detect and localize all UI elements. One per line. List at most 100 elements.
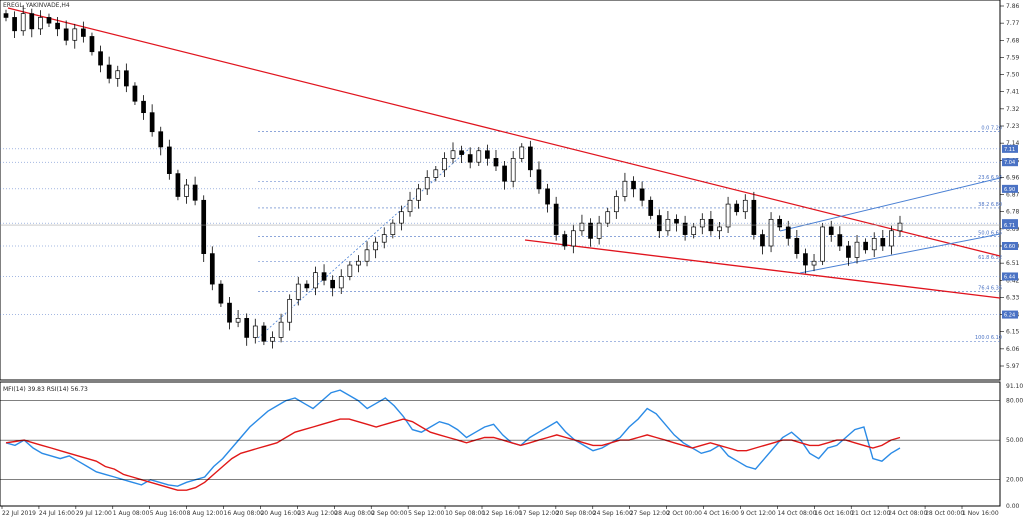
price-badge-label: 6.44	[1004, 274, 1015, 280]
price-tick-label: 6.87	[1006, 192, 1020, 199]
price-tick-label: 7.86	[1006, 3, 1020, 10]
bear-candle	[880, 238, 886, 247]
bear-candle	[863, 241, 868, 251]
time-tick-label: 23 Aug 12:00	[297, 510, 338, 517]
price-tick-label: 6.06	[1006, 346, 1020, 353]
time-tick-label: 2 Oct 00:00	[667, 510, 702, 517]
bull-candle	[38, 17, 43, 30]
indicator-panel	[0, 381, 1001, 507]
price-tick-label: 5.97	[1006, 363, 1020, 370]
bull-candle	[570, 230, 576, 247]
bear-candle	[244, 318, 250, 338]
bear-candle	[734, 203, 740, 213]
bear-candle	[785, 226, 791, 239]
time-tick-label: 12 Sep 16:00	[482, 510, 522, 517]
fib-swing-line	[257, 147, 471, 339]
price-badge	[1002, 144, 1018, 153]
bull-candle	[72, 28, 78, 41]
time-tick-label: 16 Aug 08:00	[224, 510, 265, 517]
bear-candle	[674, 218, 679, 224]
bear-candle	[656, 215, 662, 232]
bull-candle	[579, 222, 585, 232]
bear-candle	[528, 146, 533, 171]
indicator-tick-label: 50.00	[1006, 437, 1023, 444]
price-badge-label: 7.04	[1004, 160, 1015, 166]
bull-candle	[433, 169, 439, 178]
price-tick-label: 6.42	[1006, 277, 1020, 284]
bear-candle	[828, 226, 834, 235]
bull-candle	[278, 321, 284, 338]
bull-candle	[691, 226, 697, 235]
bear-candle	[536, 169, 542, 190]
bull-candle	[442, 158, 447, 171]
bull-candle	[871, 238, 877, 251]
bull-candle	[381, 234, 387, 243]
bear-candle	[218, 283, 224, 304]
bear-candle	[3, 13, 9, 18]
bull-candle	[373, 241, 378, 251]
bear-candle	[639, 188, 645, 201]
bull-candle	[605, 211, 611, 224]
bull-candle	[717, 226, 722, 232]
bear-candle	[485, 150, 490, 159]
fib-level-label: 38.2 6.80	[978, 202, 1002, 208]
bear-candle	[588, 222, 593, 239]
bull-candle	[390, 222, 396, 235]
bear-candle	[631, 180, 636, 190]
fib-level-label: 23.6 6.94	[978, 175, 1002, 181]
price-tick-label: 7.59	[1006, 54, 1020, 61]
bull-candle	[768, 218, 774, 247]
upper-red-trendline	[7, 7, 1001, 257]
time-tick-label: 10 Sep 08:00	[445, 510, 485, 517]
price-tick-label: 6.51	[1006, 260, 1020, 267]
bear-candle	[209, 253, 215, 285]
bear-candle	[81, 28, 86, 37]
bull-candle	[364, 249, 370, 262]
bull-candle	[820, 226, 825, 262]
time-axis: 22 Jul 2019 24 Jul 16:00 29 Jul 12:00 1 Aug…	[1, 506, 999, 517]
time-tick-label: 14 Oct 08:00	[777, 510, 816, 517]
bull-candle	[235, 318, 241, 323]
fib-level-label: 61.8 6.52	[978, 255, 1002, 261]
bear-candle	[304, 283, 310, 289]
bull-candle	[313, 272, 318, 289]
time-tick-label: 24 Jul 16:00	[39, 510, 75, 517]
bull-candle	[725, 203, 731, 228]
bull-candle	[742, 199, 748, 213]
time-tick-label: 21 Oct 12:00	[851, 510, 890, 517]
bear-candle	[493, 158, 499, 167]
bear-candle	[89, 36, 95, 53]
trendlines	[7, 7, 1001, 339]
price-badge	[1002, 242, 1018, 250]
bull-candle	[347, 264, 353, 277]
upper-blue-channel-line	[779, 177, 1001, 232]
price-tick-label: 7.68	[1006, 37, 1020, 44]
time-tick-label: 4 Oct 16:00	[704, 510, 739, 517]
bear-candle	[321, 272, 327, 281]
fib-level-label: 0.0 7.20	[981, 126, 1002, 132]
bull-candle	[596, 222, 602, 239]
bear-candle	[158, 131, 164, 148]
price-tick-label: 6.15	[1006, 329, 1020, 336]
bull-candle	[424, 177, 430, 190]
bear-candle	[192, 184, 198, 201]
bear-candle	[467, 154, 473, 163]
time-tick-label: 24 Sep 16:00	[593, 510, 633, 517]
bull-candle	[407, 199, 413, 213]
price-badge	[1002, 158, 1018, 167]
price-badges: 7.117.046.906.726.606.446.246.71	[1002, 144, 1018, 319]
price-tick-label: 6.96	[1006, 174, 1020, 181]
price-tick-label: 6.33	[1006, 294, 1020, 301]
bull-candle	[399, 211, 404, 224]
bear-candle	[141, 100, 146, 114]
bear-candle	[12, 17, 17, 32]
bull-candle	[450, 150, 456, 159]
time-tick-label: 20 Aug 16:00	[260, 510, 301, 517]
time-tick-label: 17 Sep 12:00	[519, 510, 559, 517]
bear-candle	[227, 302, 232, 323]
bull-candle	[270, 337, 275, 342]
bear-candle	[123, 70, 129, 87]
time-tick-label: 5 Aug 16:00	[150, 510, 187, 517]
time-tick-label: 24 Oct 08:00	[888, 510, 927, 517]
